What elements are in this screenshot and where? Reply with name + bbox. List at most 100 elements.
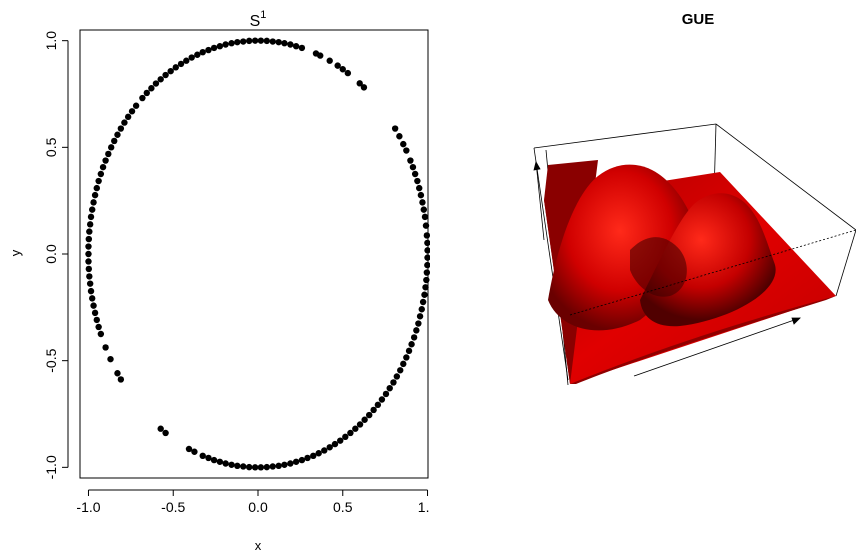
data-point	[199, 452, 206, 460]
data-point	[424, 239, 430, 247]
data-point	[222, 41, 229, 48]
data-point	[287, 460, 294, 467]
scatter-points	[85, 37, 430, 471]
data-point	[157, 76, 164, 83]
data-point	[183, 57, 190, 64]
data-point	[89, 206, 96, 213]
data-point	[185, 445, 193, 453]
data-point	[292, 43, 300, 50]
data-point	[85, 235, 93, 243]
scatter-chart: -1.0 -0.5 0.0 0.5 1.0 -1.0 -0.5 0.0 0.5 1.0 S1 x…	[8, 9, 430, 553]
surface-valley	[630, 237, 687, 297]
data-point	[419, 199, 426, 206]
data-point	[400, 360, 407, 368]
data-point	[304, 454, 311, 462]
data-point	[391, 125, 399, 132]
data-point	[356, 80, 363, 87]
surface-plot: GUE	[533, 11, 856, 386]
data-point	[162, 71, 169, 79]
data-point	[347, 429, 354, 437]
data-point	[205, 454, 212, 462]
data-point	[420, 206, 427, 213]
data-point	[269, 38, 276, 45]
x-tick-label: -1.0	[76, 499, 100, 515]
data-point	[89, 295, 96, 302]
data-point	[191, 448, 198, 455]
data-point	[360, 84, 368, 91]
data-point	[374, 401, 382, 409]
chart-title: S1	[250, 9, 267, 30]
data-point	[93, 184, 100, 192]
data-point	[408, 341, 415, 348]
data-point	[326, 57, 333, 64]
data-point	[423, 232, 430, 239]
data-point	[334, 62, 341, 69]
x-tick-label: 1.0	[418, 499, 430, 515]
x-axis: -1.0 -0.5 0.0 0.5 1.0	[76, 489, 430, 515]
data-point	[95, 177, 102, 185]
data-point	[114, 131, 121, 138]
data-point	[90, 199, 97, 206]
surface-title: GUE	[682, 11, 715, 28]
data-point	[287, 41, 294, 48]
data-point	[228, 461, 235, 468]
data-point	[87, 287, 95, 295]
data-point	[378, 396, 386, 403]
x-tick-label: -0.5	[161, 499, 185, 515]
data-point	[162, 429, 169, 437]
data-point	[382, 390, 390, 398]
data-point	[210, 44, 218, 52]
axis-arrow-front	[633, 317, 801, 377]
data-point	[117, 376, 125, 383]
data-point	[424, 254, 430, 261]
plot-border	[79, 29, 429, 479]
data-point	[86, 221, 94, 228]
data-point	[257, 464, 265, 471]
y-tick-label: -1.0	[43, 455, 59, 479]
data-point	[91, 191, 99, 199]
data-point	[107, 355, 114, 363]
y-tick-label: 0.0	[43, 244, 59, 264]
data-point	[419, 298, 427, 306]
axis-arrow-left	[533, 160, 545, 241]
data-point	[240, 38, 247, 45]
data-point	[405, 347, 413, 355]
data-point	[342, 433, 349, 441]
data-point	[117, 125, 125, 132]
data-point	[216, 458, 224, 465]
data-point	[393, 373, 401, 380]
data-point	[205, 46, 212, 54]
data-point	[128, 108, 136, 115]
data-point	[177, 60, 185, 68]
y-axis: -1.0 -0.5 0.0 0.5 1.0	[43, 31, 69, 479]
data-point	[124, 113, 132, 121]
data-point	[321, 447, 328, 454]
data-point	[275, 38, 282, 46]
data-point	[132, 102, 140, 109]
data-point	[85, 258, 92, 265]
data-point	[416, 313, 424, 320]
data-point	[310, 452, 317, 460]
data-point	[152, 80, 160, 87]
data-point	[421, 213, 429, 221]
data-point	[121, 119, 128, 126]
data-point	[107, 144, 115, 151]
data-point	[251, 464, 259, 471]
data-point	[172, 64, 179, 71]
data-point	[416, 184, 423, 192]
data-point	[188, 54, 195, 61]
data-point	[263, 463, 271, 471]
data-point	[102, 344, 109, 351]
data-point	[251, 37, 259, 44]
data-point	[143, 89, 150, 97]
data-point	[422, 222, 430, 229]
data-point	[97, 170, 105, 178]
data-point	[356, 421, 364, 428]
data-point	[86, 228, 93, 235]
chart-title-superscript: 1	[260, 9, 266, 21]
data-point	[413, 327, 420, 334]
data-point	[418, 306, 425, 313]
data-point	[234, 38, 241, 46]
data-point	[102, 157, 109, 164]
data-point	[407, 157, 414, 164]
